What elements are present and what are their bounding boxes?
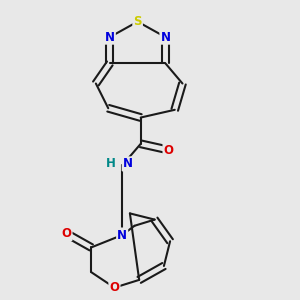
Text: N: N: [160, 31, 170, 44]
Text: O: O: [164, 143, 174, 157]
Text: N: N: [123, 158, 133, 170]
Text: N: N: [117, 229, 127, 242]
Text: N: N: [105, 31, 115, 44]
Text: O: O: [110, 281, 119, 294]
Text: H: H: [106, 158, 115, 170]
Text: O: O: [61, 227, 71, 240]
Text: S: S: [134, 15, 142, 28]
